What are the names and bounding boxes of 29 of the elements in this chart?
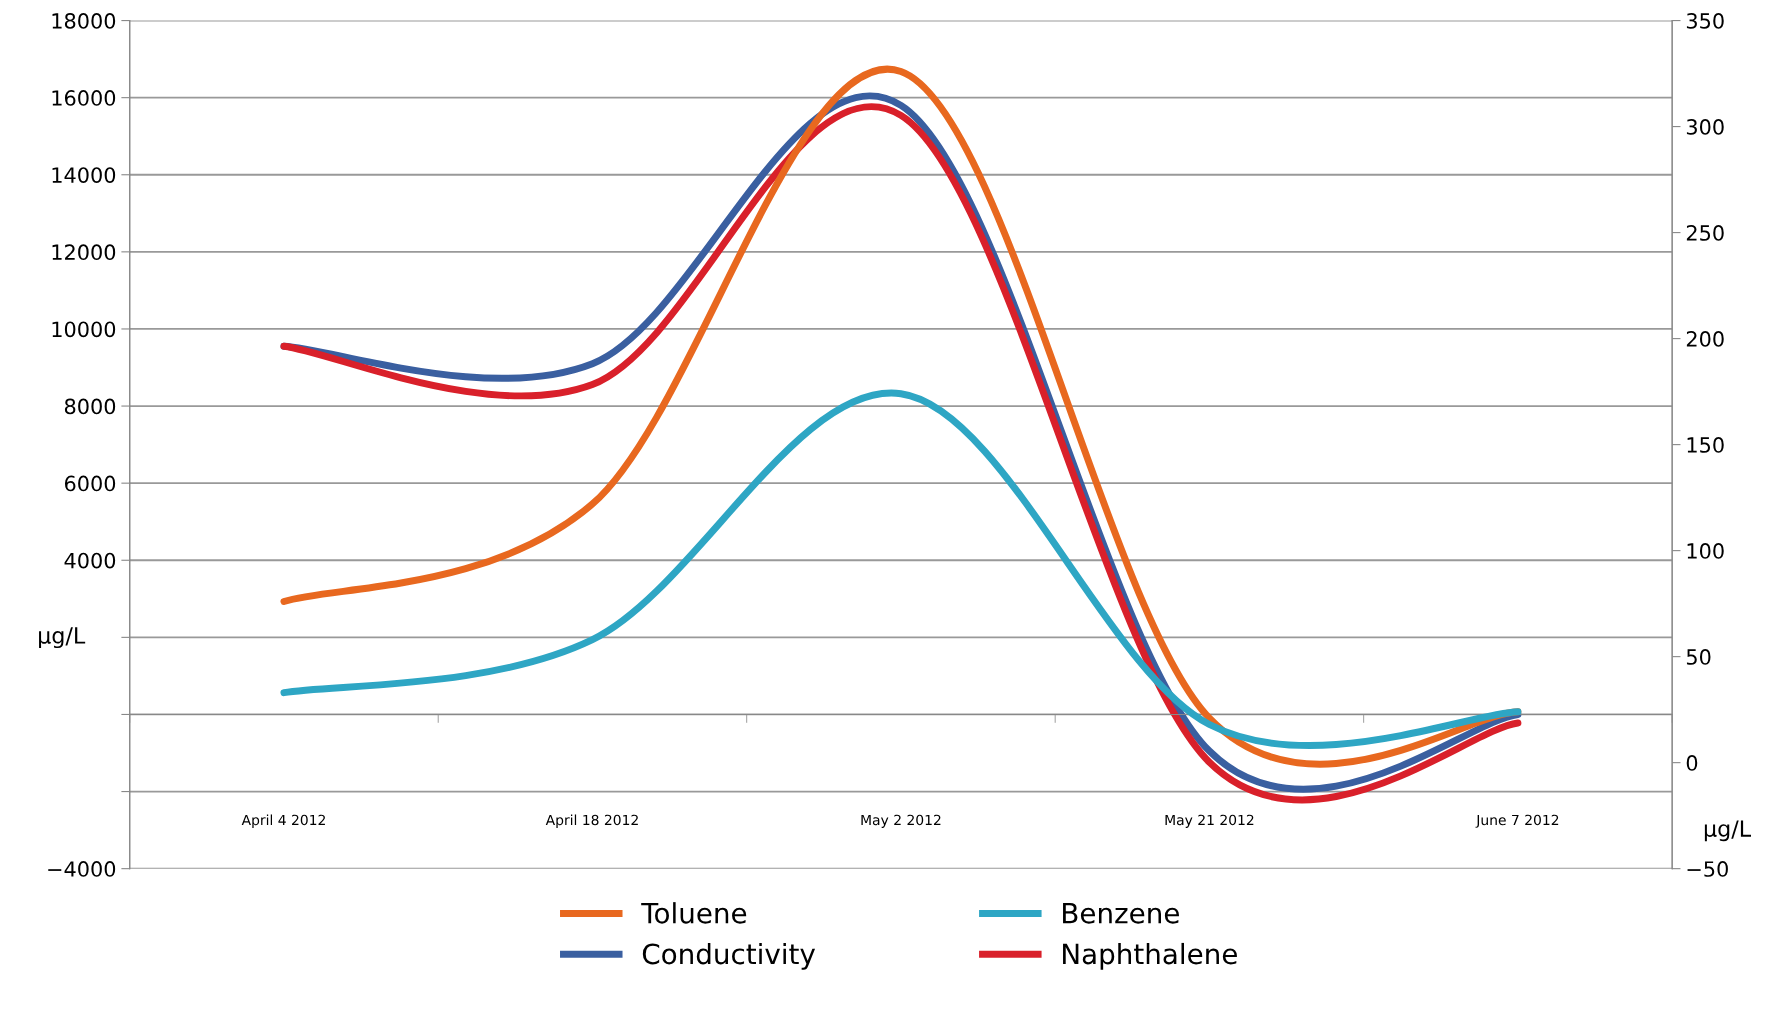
y2-axis-title: μg/L: [1704, 820, 1751, 842]
legend-label: Conductivity: [642, 942, 816, 970]
y2-tick-label: 300: [1686, 119, 1724, 135]
legend-label: Toluene: [641, 902, 747, 924]
y-tick-label: 18000: [52, 13, 116, 29]
x-tick-label: May 21 2012: [1165, 814, 1254, 828]
x-tick-label: June 7 2012: [1475, 814, 1559, 828]
y2-tick-label: 0: [1686, 755, 1698, 771]
y-tick-label: 4000: [64, 552, 116, 569]
y2-tick-label: −50: [1687, 861, 1728, 877]
y2-tick-label: 150: [1687, 437, 1724, 453]
y-tick-label: 16000: [52, 90, 116, 106]
y-axis-title: μg/L: [39, 627, 86, 649]
y-tick-label: 8000: [64, 398, 116, 415]
y2-tick-label: 250: [1686, 225, 1724, 241]
y2-tick-label: 50: [1686, 649, 1711, 665]
legend-label: Naphthalene: [1063, 942, 1237, 970]
y2-tick-label: 200: [1686, 331, 1724, 347]
x-tick-label: May 2 2012: [861, 814, 941, 828]
x-tick-label: April 18 2012: [545, 814, 638, 828]
legend-label: Benzene: [1063, 903, 1179, 924]
y-tick-label: 14000: [52, 167, 116, 183]
y-tick-label: 12000: [52, 244, 116, 261]
y-tick-label: 10000: [52, 321, 116, 338]
y-tick-label: 6000: [64, 475, 116, 492]
y2-tick-label: 100: [1687, 543, 1724, 559]
x-tick-label: April 4 2012: [241, 814, 325, 828]
y2-tick-label: 350: [1686, 13, 1724, 29]
y-tick-label: −4000: [48, 861, 116, 877]
